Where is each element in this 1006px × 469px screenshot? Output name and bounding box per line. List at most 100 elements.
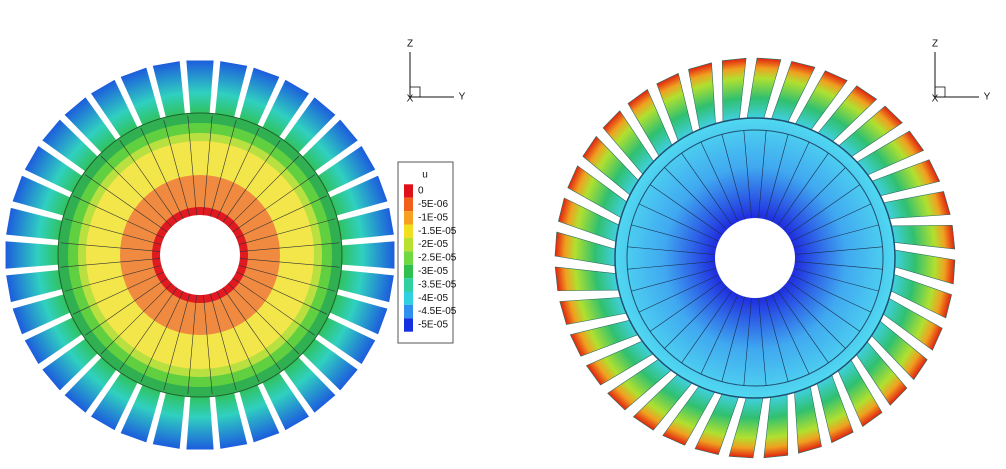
legend-label: -2.5E-05: [418, 253, 457, 264]
mesh-line: [72, 271, 164, 315]
mesh-line: [787, 280, 861, 332]
mesh-line: [649, 184, 723, 236]
mesh-line: [60, 258, 161, 268]
axis-corner: [934, 86, 946, 98]
blade: [559, 297, 629, 325]
legend-entries: 0 -5E-06 -1E-05 -1.5E-05 -2E-05 -2.5E-05 -3E-0…: [404, 184, 457, 332]
legend-title: u: [422, 170, 428, 181]
blade: [763, 391, 789, 459]
legend-label: -2E-05: [418, 239, 448, 250]
legend-swatch: [404, 224, 413, 238]
legend-swatch: [404, 278, 413, 292]
legend-swatch: [404, 237, 413, 252]
mesh-line: [119, 287, 178, 370]
mesh-line: [627, 261, 716, 270]
mesh-line: [638, 203, 719, 242]
legend-label: -4.5E-05: [418, 306, 457, 317]
mesh-line: [721, 134, 745, 220]
mesh-line: [638, 274, 719, 313]
mesh-line: [664, 286, 727, 349]
axis-z-label: Z: [407, 39, 413, 50]
mesh-line: [758, 297, 767, 386]
mesh-line: [216, 291, 260, 383]
mesh-line: [664, 167, 727, 230]
legend-swatch: [404, 318, 413, 332]
mesh-line: [64, 265, 162, 292]
mesh-line: [238, 218, 336, 245]
hub: [715, 218, 795, 298]
axis-y-label: Y: [459, 92, 466, 103]
blade: [338, 239, 397, 271]
mesh-line: [60, 242, 161, 252]
mesh-line: [700, 141, 739, 222]
mesh-line: [232, 277, 315, 336]
mesh-line: [236, 271, 328, 315]
mesh-line: [140, 127, 184, 219]
mesh-line: [787, 184, 861, 236]
mesh-line: [210, 293, 237, 391]
mesh-line: [783, 286, 846, 349]
mesh-line: [64, 218, 162, 245]
mesh-line: [119, 140, 178, 223]
mesh-line: [85, 277, 168, 336]
mesh-line: [203, 115, 213, 216]
mesh-line: [72, 195, 164, 239]
mesh-line: [771, 141, 810, 222]
mesh-line: [758, 130, 767, 219]
mesh-line: [721, 296, 745, 382]
legend-label: -1.5E-05: [418, 226, 457, 237]
axis-x-label: X: [932, 94, 939, 105]
mesh-line: [765, 134, 789, 220]
blade: [881, 191, 951, 219]
legend-label: -1E-05: [418, 212, 448, 223]
mesh-line: [794, 246, 883, 255]
mesh-line: [649, 280, 723, 332]
legend-swatch: [404, 304, 413, 319]
legend-swatch: [404, 291, 413, 305]
mesh-line: [794, 261, 883, 270]
mesh-line: [228, 155, 300, 227]
mesh-line: [232, 174, 315, 233]
blade: [184, 58, 216, 117]
mesh-line: [163, 119, 190, 217]
legend-swatch: [404, 184, 413, 198]
mesh-line: [627, 246, 716, 255]
mesh-line: [216, 127, 260, 219]
mesh-line: [743, 130, 752, 219]
legend-label: -4E-05: [418, 293, 448, 304]
mesh-line: [222, 287, 281, 370]
legend-label: -5E-06: [418, 199, 448, 210]
mesh-line: [793, 268, 879, 292]
mesh-line: [771, 294, 810, 375]
mesh-line: [85, 174, 168, 233]
triads: Z Y X Z Y X: [407, 39, 991, 105]
blade: [554, 266, 622, 292]
mesh-line: [681, 290, 733, 364]
mesh-line: [140, 291, 184, 383]
legend-swatch: [404, 211, 413, 225]
mesh-line: [222, 140, 281, 223]
mesh-line: [163, 293, 190, 391]
mesh-line: [765, 296, 789, 382]
blade: [3, 239, 62, 271]
mesh-line: [228, 283, 300, 355]
blade: [184, 393, 216, 452]
legend-swatch: [404, 264, 413, 279]
mesh-line: [791, 203, 872, 242]
mesh-line: [743, 297, 752, 386]
mesh-line: [100, 155, 172, 227]
mesh-line: [238, 265, 336, 292]
axis-corner: [409, 86, 421, 98]
blade: [888, 224, 956, 250]
legend-swatch: [404, 197, 413, 212]
rim: [626, 129, 884, 387]
mesh-line: [187, 115, 197, 216]
mesh-line: [700, 294, 739, 375]
mesh-line: [783, 167, 846, 230]
axis-x-label: X: [407, 94, 414, 105]
mesh-line: [793, 224, 879, 248]
contour-band: [160, 215, 240, 295]
left-disk: [3, 58, 397, 452]
mesh-line: [239, 258, 340, 268]
